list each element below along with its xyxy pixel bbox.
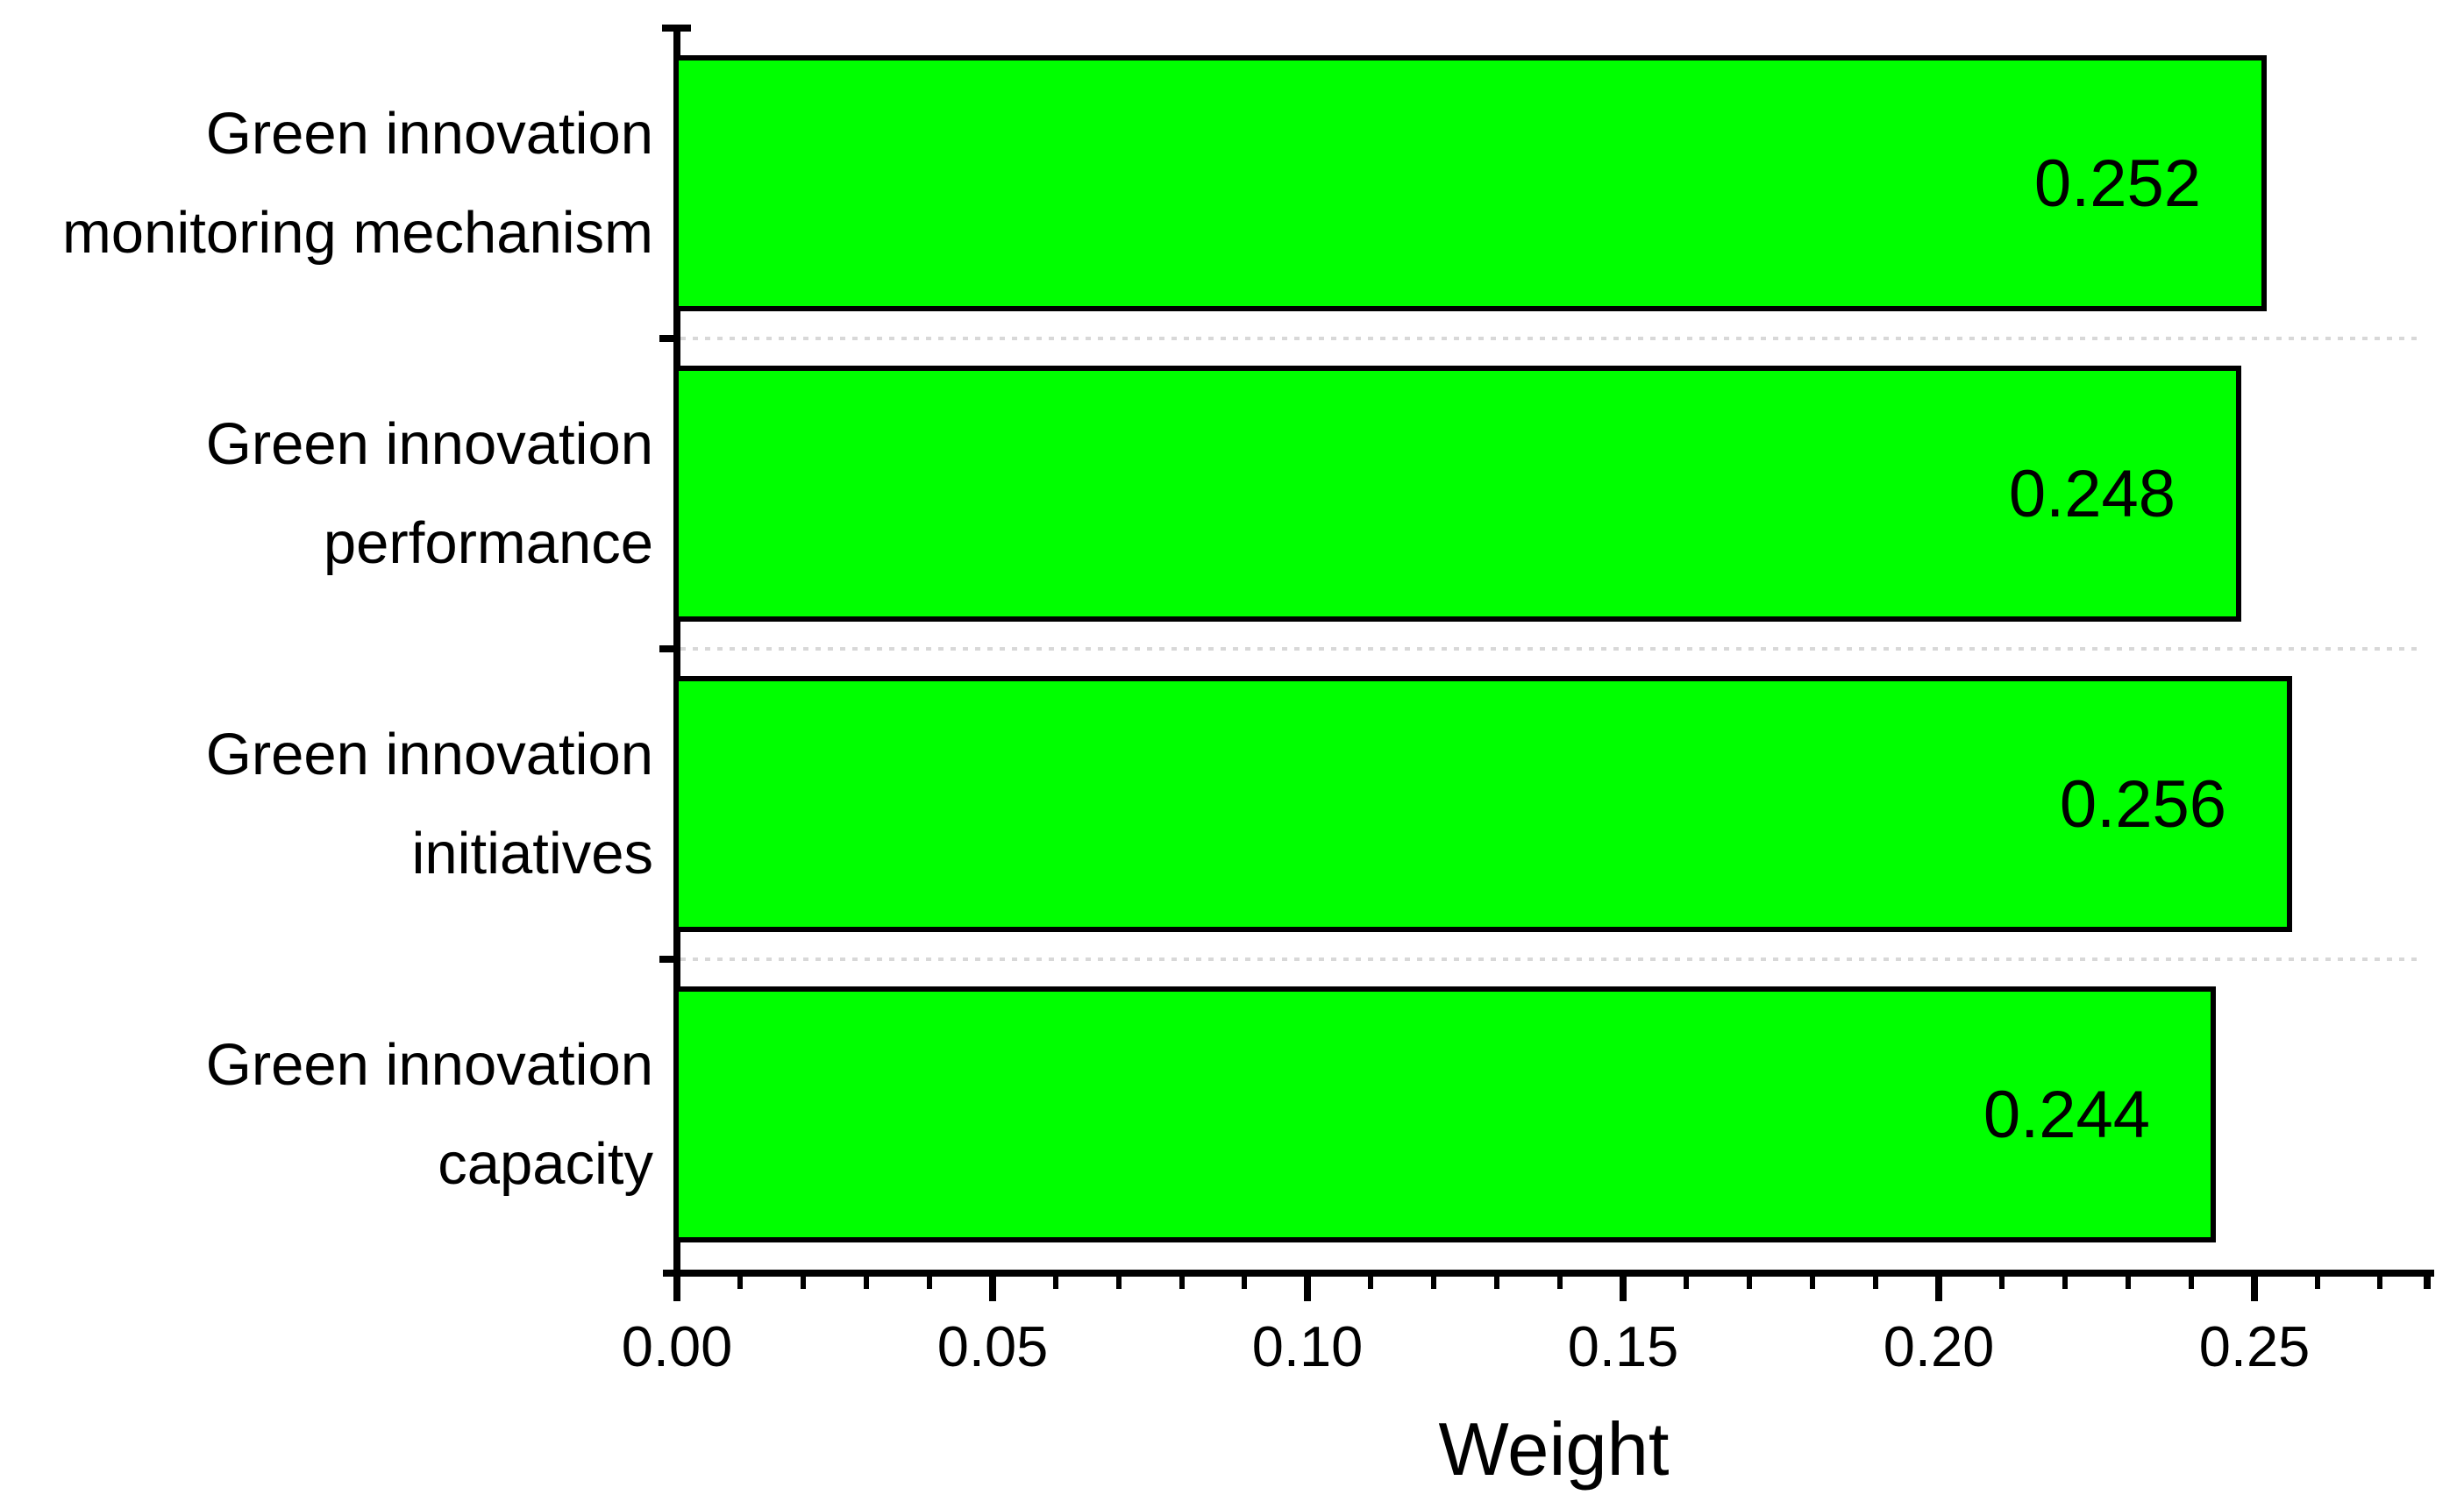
x-axis-minor-tick <box>1999 1277 2005 1289</box>
y-axis-top-tick <box>662 25 691 32</box>
category-label-line: Green innovation <box>205 722 653 787</box>
x-axis-line <box>663 1270 2434 1277</box>
x-axis-minor-tick <box>1368 1277 1373 1289</box>
bar <box>673 366 2241 622</box>
x-axis-major-tick <box>2251 1277 2258 1301</box>
x-axis-major-tick <box>989 1277 996 1301</box>
x-axis-major-tick <box>1935 1277 1942 1301</box>
y-axis-tick <box>659 335 680 342</box>
x-axis-minor-tick <box>864 1277 869 1289</box>
x-axis-major-tick <box>1304 1277 1311 1301</box>
y-axis-tick <box>659 956 680 963</box>
x-axis-minor-tick <box>737 1277 743 1289</box>
bar-value-label: 0.256 <box>2059 766 2226 842</box>
x-axis-minor-tick <box>1053 1277 1058 1289</box>
x-axis-end-tick <box>2424 1277 2431 1289</box>
x-axis-minor-tick <box>2315 1277 2320 1289</box>
x-axis-minor-tick <box>1873 1277 1878 1289</box>
x-axis-tick-label: 0.20 <box>1883 1314 1995 1378</box>
category-label-line: Green innovation <box>205 101 653 167</box>
category-label: Green innovation monitoring mechanism <box>22 84 653 282</box>
category-label-line: Green innovation <box>205 411 653 477</box>
grid-separator-line <box>680 957 2424 961</box>
x-axis-minor-tick <box>1179 1277 1185 1289</box>
x-axis-tick-label: 0.25 <box>2198 1314 2311 1378</box>
x-axis-minor-tick <box>1747 1277 1752 1289</box>
category-label-line: initiatives <box>411 821 653 886</box>
x-axis-tick-label: 0.00 <box>621 1314 733 1378</box>
category-label-line: performance <box>323 510 653 576</box>
x-axis-tick-label: 0.10 <box>1251 1314 1364 1378</box>
x-axis-minor-tick <box>1242 1277 1247 1289</box>
grid-separator-line <box>680 337 2424 340</box>
x-axis-minor-tick <box>1116 1277 1122 1289</box>
y-axis-tick <box>659 645 680 652</box>
x-axis-minor-tick <box>1557 1277 1563 1289</box>
x-axis-minor-tick <box>1494 1277 1499 1289</box>
x-axis-minor-tick <box>927 1277 932 1289</box>
x-axis-minor-tick <box>2189 1277 2194 1289</box>
x-axis-tick-label: 0.05 <box>936 1314 1049 1378</box>
bar-value-label: 0.248 <box>2008 456 2176 531</box>
x-axis-major-tick <box>1620 1277 1627 1301</box>
category-label-line: monitoring mechanism <box>62 200 653 266</box>
category-label-line: Green innovation <box>205 1032 653 1098</box>
grid-separator-line <box>680 647 2424 651</box>
x-axis-minor-tick <box>1684 1277 1689 1289</box>
category-label: Green innovation initiatives <box>22 705 653 903</box>
bar-value-label: 0.244 <box>1983 1077 2150 1152</box>
bar <box>673 986 2216 1242</box>
x-axis-minor-tick <box>2062 1277 2068 1289</box>
x-axis-title: Weight <box>1438 1408 1670 1491</box>
x-axis-tick-label: 0.15 <box>1567 1314 1679 1378</box>
x-axis-major-tick <box>673 1277 680 1301</box>
category-label: Green innovation performance <box>22 395 653 593</box>
bar-value-label: 0.252 <box>2033 146 2201 221</box>
x-axis-minor-tick <box>2126 1277 2131 1289</box>
x-axis-minor-tick <box>801 1277 806 1289</box>
x-axis-minor-tick <box>1810 1277 1815 1289</box>
x-axis-minor-tick <box>1431 1277 1436 1289</box>
bar <box>673 55 2267 311</box>
x-axis-minor-tick <box>2377 1277 2382 1289</box>
bar <box>673 676 2292 932</box>
category-label-line: capacity <box>438 1131 653 1197</box>
category-label: Green innovation capacity <box>22 1015 653 1214</box>
